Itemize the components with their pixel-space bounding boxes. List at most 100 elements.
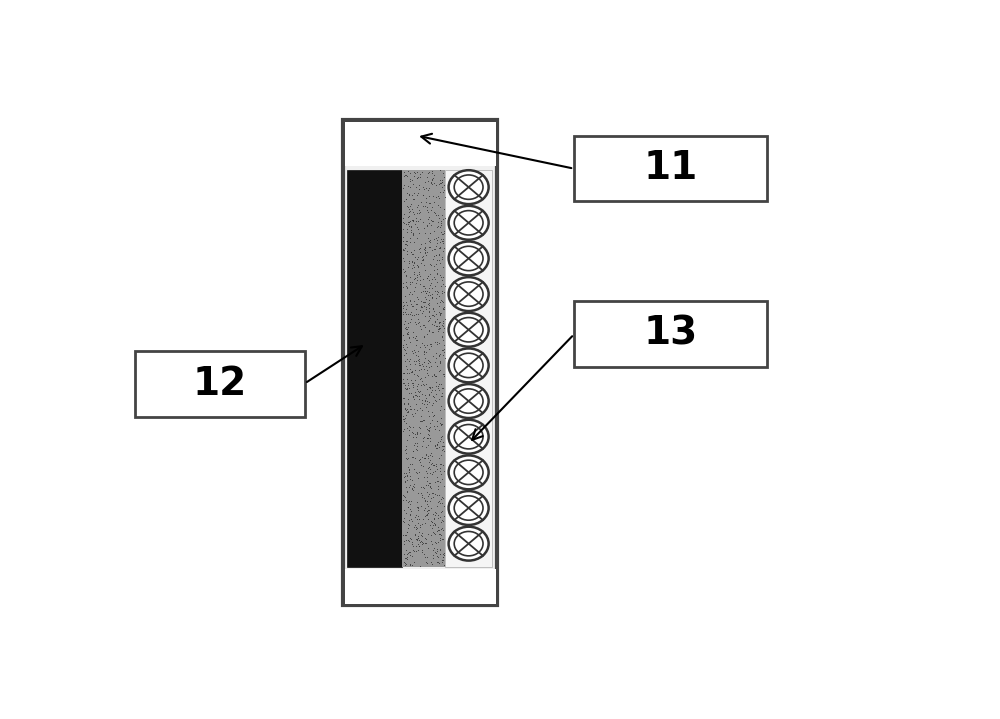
Bar <box>135 351 305 416</box>
Point <box>410 317 426 329</box>
Point <box>408 303 424 315</box>
Point <box>397 290 413 301</box>
Ellipse shape <box>449 527 489 561</box>
Point <box>419 246 435 257</box>
Point <box>419 508 435 520</box>
Point <box>406 368 422 380</box>
Point <box>397 475 413 487</box>
Point <box>409 523 425 534</box>
Point <box>397 530 413 541</box>
Point <box>414 301 430 313</box>
Point <box>403 224 419 235</box>
Point <box>405 215 421 226</box>
Point <box>418 288 434 299</box>
Point <box>395 339 411 350</box>
Point <box>430 216 446 228</box>
Point <box>433 217 449 229</box>
Point <box>435 326 451 337</box>
Point <box>413 415 429 426</box>
Point <box>397 306 413 318</box>
Point <box>429 221 445 233</box>
Point <box>396 208 412 219</box>
Point <box>427 536 443 548</box>
Point <box>432 221 448 233</box>
Point <box>397 344 413 356</box>
Point <box>434 474 450 485</box>
Point <box>411 454 427 466</box>
Point <box>408 339 424 351</box>
Point <box>411 360 427 371</box>
Point <box>421 306 437 318</box>
Bar <box>345 122 496 166</box>
Point <box>402 286 418 298</box>
Point <box>414 416 430 427</box>
Point <box>435 523 451 535</box>
Point <box>408 533 424 545</box>
Point <box>425 508 441 520</box>
Point <box>410 187 426 198</box>
Point <box>421 166 437 178</box>
Point <box>417 285 433 297</box>
Point <box>429 255 445 266</box>
Point <box>397 170 413 181</box>
Point <box>421 355 437 367</box>
Point <box>435 516 451 527</box>
Point <box>422 280 438 291</box>
Point <box>399 323 415 334</box>
Point <box>405 215 421 226</box>
Point <box>429 288 445 299</box>
Point <box>420 513 436 524</box>
Point <box>418 480 434 491</box>
Point <box>397 243 413 255</box>
Point <box>433 529 449 541</box>
Point <box>421 488 437 500</box>
Point <box>398 323 414 334</box>
Point <box>418 183 434 194</box>
Point <box>435 382 451 393</box>
Point <box>427 356 443 367</box>
Point <box>400 406 416 417</box>
Point <box>420 508 436 519</box>
Point <box>402 459 418 470</box>
Point <box>420 500 436 512</box>
Point <box>428 443 444 454</box>
Point <box>408 522 424 533</box>
Point <box>437 212 453 224</box>
Point <box>431 213 447 224</box>
Point <box>432 355 448 367</box>
Point <box>424 400 440 411</box>
Point <box>407 520 423 531</box>
Point <box>420 175 436 187</box>
Point <box>422 339 438 350</box>
Point <box>395 342 411 353</box>
Point <box>405 216 421 227</box>
Point <box>411 386 427 398</box>
Point <box>396 179 412 191</box>
Point <box>410 517 426 528</box>
Point <box>435 533 451 544</box>
Point <box>426 542 442 554</box>
Point <box>415 254 431 265</box>
Point <box>412 560 428 572</box>
Point <box>432 417 448 429</box>
Point <box>410 199 426 211</box>
Point <box>433 226 449 237</box>
Point <box>413 323 429 334</box>
Point <box>406 262 422 273</box>
Point <box>429 544 445 555</box>
Point <box>423 529 439 541</box>
Point <box>396 416 412 427</box>
Point <box>425 253 441 265</box>
Point <box>429 420 445 431</box>
Point <box>410 505 426 516</box>
Point <box>418 347 434 358</box>
Point <box>410 313 426 325</box>
Point <box>399 283 415 294</box>
Point <box>432 356 448 367</box>
Point <box>434 388 450 399</box>
Point <box>401 216 417 227</box>
Point <box>399 526 415 538</box>
Point <box>423 339 439 350</box>
Point <box>423 492 439 503</box>
Point <box>396 334 412 346</box>
